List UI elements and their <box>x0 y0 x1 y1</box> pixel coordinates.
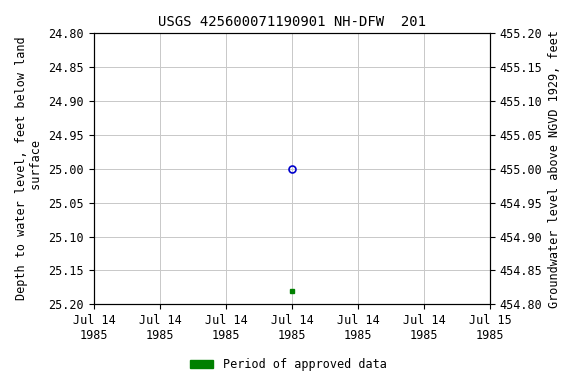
Y-axis label: Groundwater level above NGVD 1929, feet: Groundwater level above NGVD 1929, feet <box>548 30 561 308</box>
Legend: Period of approved data: Period of approved data <box>185 354 391 376</box>
Y-axis label: Depth to water level, feet below land
 surface: Depth to water level, feet below land su… <box>15 37 43 301</box>
Title: USGS 425600071190901 NH-DFW  201: USGS 425600071190901 NH-DFW 201 <box>158 15 426 29</box>
